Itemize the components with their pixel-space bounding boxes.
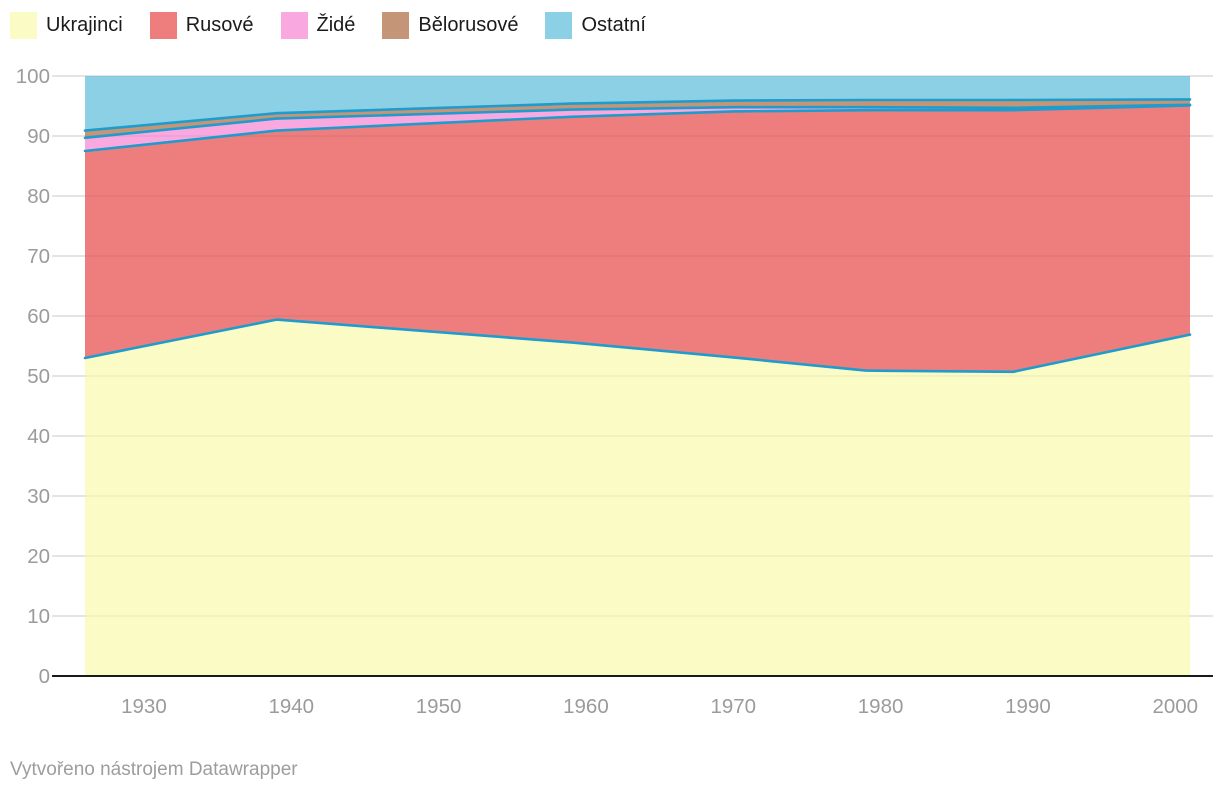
y-axis-tick-label: 90 bbox=[27, 125, 50, 148]
legend-label: Rusové bbox=[185, 14, 254, 36]
legend-item-bělorusové: Bělorusové bbox=[382, 12, 518, 39]
x-axis-tick-label: 1950 bbox=[416, 695, 462, 718]
legend-swatch-icon bbox=[149, 12, 177, 39]
x-axis-tick-label: 1970 bbox=[710, 695, 756, 718]
legend-swatch-icon bbox=[280, 12, 308, 39]
legend-swatch-icon bbox=[10, 12, 37, 39]
area-ostatní bbox=[85, 76, 1190, 131]
x-axis-tick-label: 1930 bbox=[121, 695, 167, 718]
y-axis-tick-label: 50 bbox=[27, 365, 50, 388]
x-axis-tick-label: 1990 bbox=[1005, 695, 1051, 718]
legend-swatch-icon bbox=[382, 12, 410, 39]
boundary-line-rusové bbox=[83, 104, 1192, 153]
legend-item-židé: Židé bbox=[280, 12, 356, 39]
y-axis-tick-label: 80 bbox=[27, 185, 50, 208]
y-axis-tick-label: 70 bbox=[27, 245, 50, 268]
legend-label: Ostatní bbox=[581, 14, 646, 36]
y-axis-tick-label: 20 bbox=[27, 545, 50, 568]
legend: Ukrajinci Rusové Židé Bělorusové Ostatní bbox=[10, 12, 646, 39]
legend-swatch-icon bbox=[545, 12, 573, 39]
attribution-text: Vytvořeno nástrojem Datawrapper bbox=[10, 759, 298, 780]
y-axis-tick-label: 60 bbox=[27, 305, 50, 328]
y-axis-tick-label: 0 bbox=[39, 665, 50, 688]
boundary-line-ukrajinci bbox=[83, 318, 1192, 374]
area-bělorusové bbox=[85, 99, 1190, 138]
legend-label: Židé bbox=[316, 14, 356, 36]
x-axis-tick-label: 1940 bbox=[268, 695, 314, 718]
x-axis-tick-label: 1980 bbox=[858, 695, 904, 718]
area-rusové bbox=[85, 105, 1190, 372]
legend-label: Ukrajinci bbox=[46, 14, 123, 36]
boundary-line-židé bbox=[83, 103, 1192, 140]
legend-label: Bělorusové bbox=[418, 14, 519, 36]
x-axis-tick-label: 2000 bbox=[1152, 695, 1198, 718]
x-axis-tick-label: 1960 bbox=[563, 695, 609, 718]
area-ukrajinci bbox=[85, 319, 1190, 676]
y-axis-tick-label: 30 bbox=[27, 485, 50, 508]
legend-item-ukrajinci: Ukrajinci bbox=[10, 12, 123, 39]
legend-item-rusové: Rusové bbox=[149, 12, 254, 39]
boundary-line-bělorusové bbox=[83, 98, 1192, 132]
y-axis-tick-label: 40 bbox=[27, 425, 50, 448]
y-axis-tick-label: 100 bbox=[16, 65, 50, 88]
y-axis-tick-label: 10 bbox=[27, 605, 50, 628]
legend-item-ostatní: Ostatní bbox=[545, 12, 646, 39]
